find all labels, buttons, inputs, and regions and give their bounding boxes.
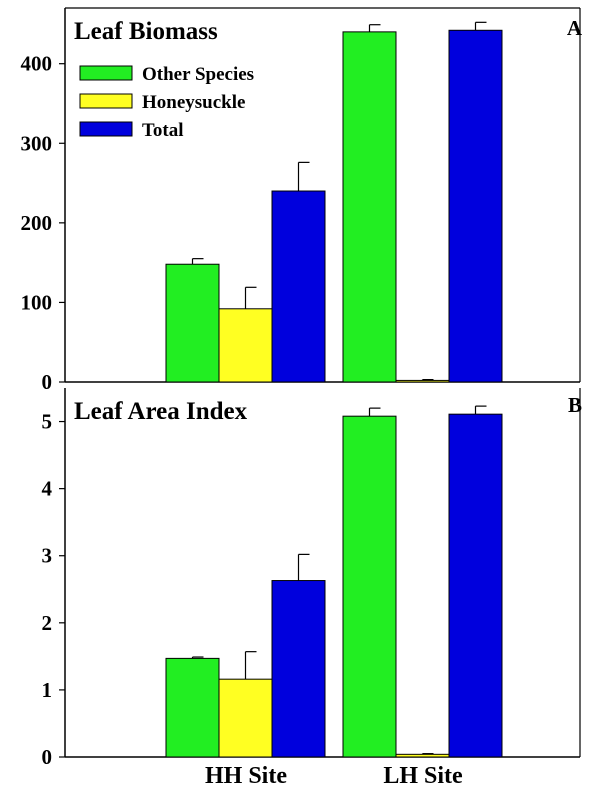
legend-label-honeysuckle: Honeysuckle — [142, 92, 245, 113]
y-tick-label-a-400: 400 — [21, 52, 53, 76]
bar-b-lh-site-honeysuckle — [396, 754, 449, 757]
panel-a-title: Leaf Biomass — [74, 18, 218, 45]
category-label-hh: HH Site — [205, 763, 287, 787]
y-tick-label-b-3: 3 — [42, 544, 53, 568]
bar-a-hh-site-other-species — [166, 264, 219, 382]
category-label-lh: LH Site — [383, 763, 463, 787]
y-tick-label-b-1: 1 — [42, 678, 53, 702]
bar-b-hh-site-total — [272, 581, 325, 757]
legend-swatch-other-species — [80, 66, 132, 80]
bar-a-hh-site-total — [272, 191, 325, 382]
bar-a-hh-site-honeysuckle — [219, 309, 272, 382]
bar-b-lh-site-other-species — [343, 416, 396, 757]
legend: Other Species Honeysuckle Total — [80, 64, 254, 141]
y-tick-label-b-5: 5 — [42, 410, 53, 434]
legend-swatch-honeysuckle — [80, 94, 132, 108]
y-tick-label-a-300: 300 — [21, 131, 53, 155]
bar-a-lh-site-total — [449, 30, 502, 382]
legend-label-other-species: Other Species — [142, 64, 254, 85]
bar-b-hh-site-other-species — [166, 658, 219, 757]
y-tick-label-b-2: 2 — [42, 611, 53, 635]
legend-swatch-total — [80, 122, 132, 136]
y-tick-label-b-4: 4 — [42, 477, 53, 501]
y-tick-label-a-200: 200 — [21, 211, 53, 235]
y-tick-label-a-100: 100 — [21, 290, 53, 314]
bar-a-lh-site-honeysuckle — [396, 380, 449, 382]
bar-a-lh-site-other-species — [343, 32, 396, 382]
y-tick-label-a-0: 0 — [42, 370, 53, 394]
bar-b-hh-site-honeysuckle — [219, 679, 272, 757]
legend-label-total: Total — [142, 120, 184, 141]
bar-b-lh-site-total — [449, 414, 502, 757]
panel-b-title: Leaf Area Index — [74, 398, 248, 425]
y-tick-label-b-0: 0 — [42, 745, 53, 769]
